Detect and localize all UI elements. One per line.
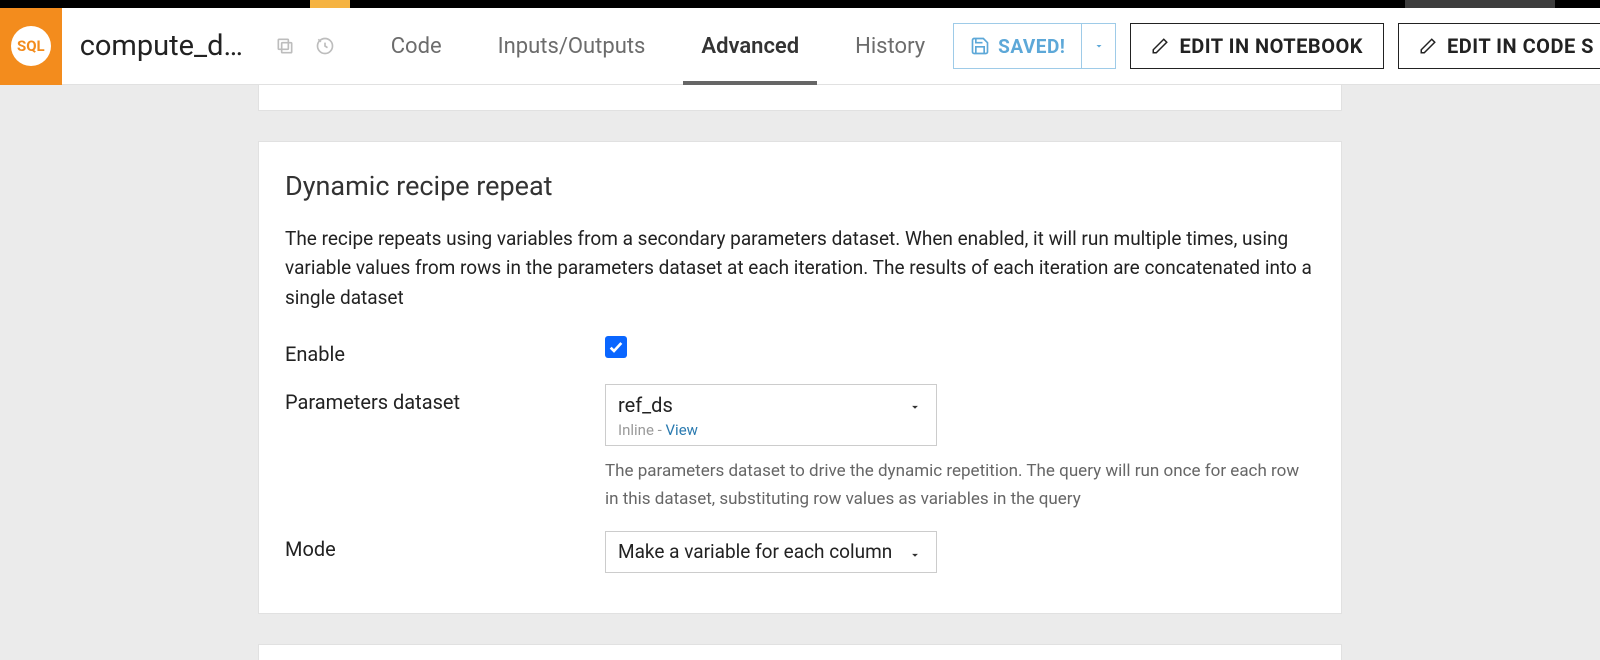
recipe-name: compute_dyn… (80, 29, 255, 63)
top-app-bar (0, 0, 1600, 8)
section-description: The recipe repeats using variables from … (285, 224, 1315, 312)
edit-in-notebook-button[interactable]: EDIT IN NOTEBOOK (1130, 23, 1384, 69)
dynamic-recipe-repeat-section: Dynamic recipe repeat The recipe repeats… (258, 141, 1342, 614)
parameters-dataset-sub: Inline - View (618, 421, 924, 439)
parameters-dataset-help: The parameters dataset to drive the dyna… (605, 458, 1305, 512)
tab-advanced[interactable]: Advanced (673, 8, 827, 84)
parameters-dataset-label: Parameters dataset (285, 384, 605, 414)
sql-badge-label: SQL (11, 26, 51, 66)
save-icon (970, 36, 990, 56)
recipe-header: SQL compute_dyn… Code Inputs/Outputs Adv… (0, 8, 1600, 85)
tabs: Code Inputs/Outputs Advanced History (363, 8, 953, 84)
mode-row: Mode Make a variable for each column (285, 531, 1315, 573)
mode-label: Mode (285, 531, 605, 561)
save-dropdown[interactable] (1081, 24, 1115, 68)
params-view-link[interactable]: View (666, 421, 698, 439)
enable-row: Enable (285, 336, 1315, 366)
mode-value: Make a variable for each column (618, 540, 892, 563)
check-icon (608, 339, 624, 355)
params-meta: Inline (618, 421, 654, 439)
params-dash: - (654, 421, 666, 439)
tab-inputs-outputs[interactable]: Inputs/Outputs (470, 8, 674, 84)
save-label: SAVED! (998, 35, 1065, 58)
save-button-group: SAVED! (953, 23, 1116, 69)
enable-label: Enable (285, 336, 605, 366)
section-title: Dynamic recipe repeat (285, 170, 1315, 202)
sql-badge: SQL (0, 8, 62, 85)
chevron-down-icon (1093, 40, 1105, 52)
edit-code-studio-label: EDIT IN CODE S (1447, 34, 1594, 58)
prev-section-sliver (258, 85, 1342, 111)
chevron-down-icon (908, 399, 922, 418)
next-section-sliver (258, 644, 1342, 660)
pencil-icon (1151, 37, 1169, 55)
copy-icon[interactable] (275, 35, 295, 57)
tab-history[interactable]: History (827, 8, 953, 84)
header-notch (816, 0, 832, 8)
parameters-dataset-select[interactable]: ref_ds Inline - View (605, 384, 937, 446)
mode-select[interactable]: Make a variable for each column (605, 531, 937, 573)
chevron-down-icon (908, 544, 922, 567)
parameters-dataset-value: ref_ds (618, 393, 924, 417)
pencil-icon (1419, 37, 1437, 55)
parameters-dataset-row: Parameters dataset ref_ds Inline - View … (285, 384, 1315, 512)
history-icon[interactable] (315, 35, 335, 57)
edit-notebook-label: EDIT IN NOTEBOOK (1179, 34, 1363, 58)
enable-checkbox[interactable] (605, 336, 627, 358)
save-button[interactable]: SAVED! (954, 24, 1081, 68)
edit-in-code-studio-button[interactable]: EDIT IN CODE S (1398, 23, 1600, 69)
tab-code[interactable]: Code (363, 8, 470, 84)
page-body: Dynamic recipe repeat The recipe repeats… (0, 85, 1600, 660)
